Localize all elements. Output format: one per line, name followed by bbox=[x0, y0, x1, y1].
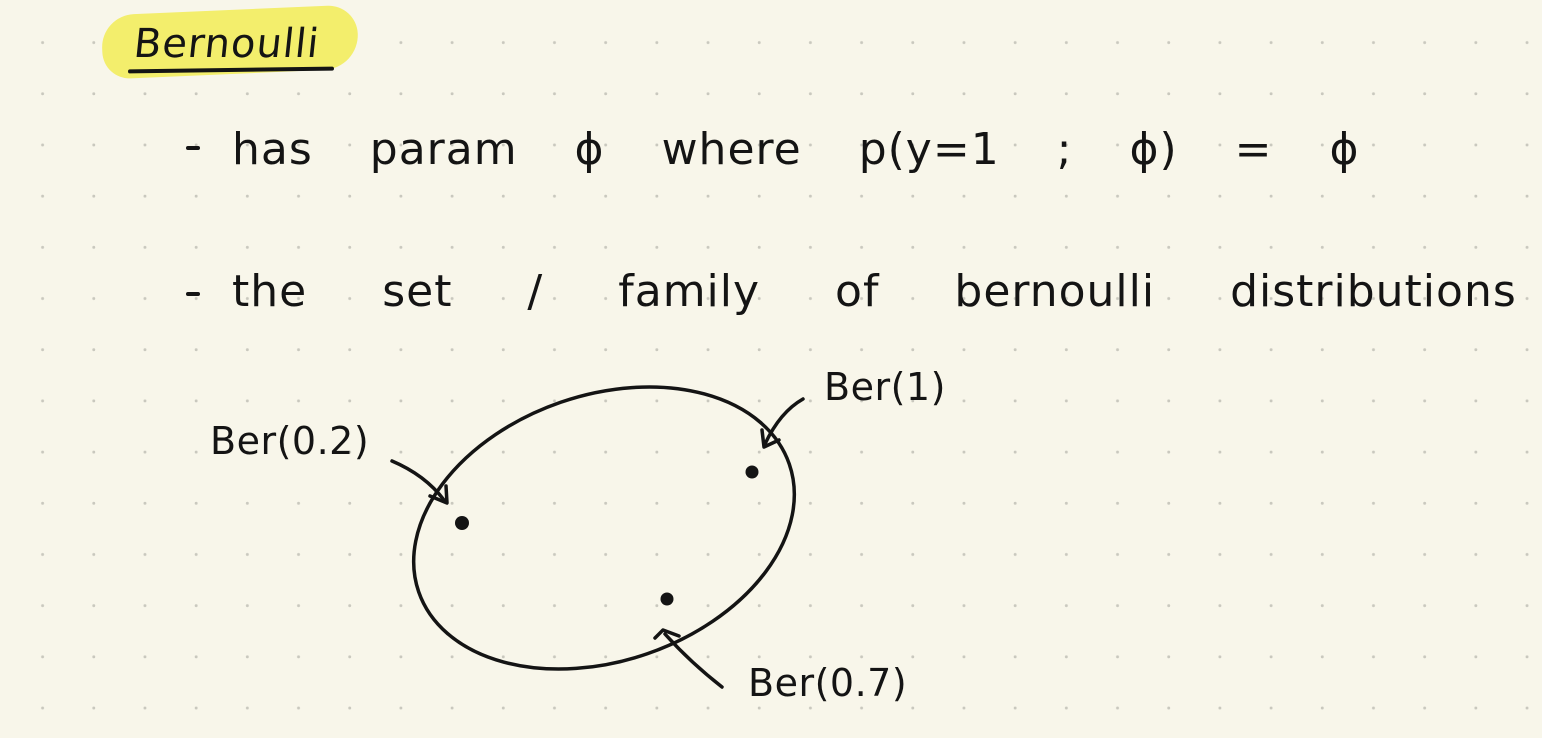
bullet-dash bbox=[186, 146, 200, 150]
arrowhead-ber-0-7 bbox=[653, 628, 681, 640]
arrowhead-ber-1 bbox=[760, 428, 781, 449]
bullet-line-family: the set / family of bernoulli distributi… bbox=[232, 266, 1542, 317]
point-ber-0-7 bbox=[660, 592, 674, 606]
point-ber-0-2 bbox=[455, 516, 469, 530]
label-ber-1: Ber(1) bbox=[824, 365, 946, 409]
label-ber-0-7: Ber(0.7) bbox=[748, 661, 908, 705]
label-ber-0-2: Ber(0.2) bbox=[210, 419, 370, 463]
arrowhead-ber-0-2 bbox=[428, 484, 449, 505]
bullet-dash bbox=[186, 292, 200, 296]
bullet-line-param: has param ϕ where p(y=1 ; ϕ) = ϕ bbox=[232, 124, 1360, 175]
arrow-to-ber-1 bbox=[763, 397, 805, 446]
point-ber-1 bbox=[745, 465, 759, 479]
arrow-to-ber-0-7 bbox=[663, 632, 724, 689]
arrow-to-ber-0-2 bbox=[390, 459, 446, 502]
family-set-ellipse bbox=[411, 385, 797, 671]
